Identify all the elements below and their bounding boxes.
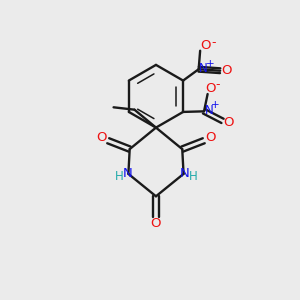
Text: O: O	[96, 131, 107, 144]
Text: O: O	[151, 217, 161, 230]
Text: -: -	[211, 36, 216, 49]
Text: +: +	[211, 100, 220, 110]
Text: H: H	[189, 170, 197, 183]
Text: O: O	[205, 131, 216, 144]
Text: N: N	[205, 103, 214, 117]
Text: O: O	[221, 64, 231, 76]
Text: O: O	[223, 116, 234, 129]
Text: H: H	[115, 170, 123, 183]
Text: N: N	[200, 62, 208, 75]
Text: N: N	[123, 167, 133, 180]
Text: N: N	[179, 167, 189, 180]
Text: +: +	[206, 59, 214, 69]
Text: -: -	[215, 78, 219, 91]
Text: O: O	[200, 39, 211, 52]
Text: O: O	[205, 82, 216, 95]
